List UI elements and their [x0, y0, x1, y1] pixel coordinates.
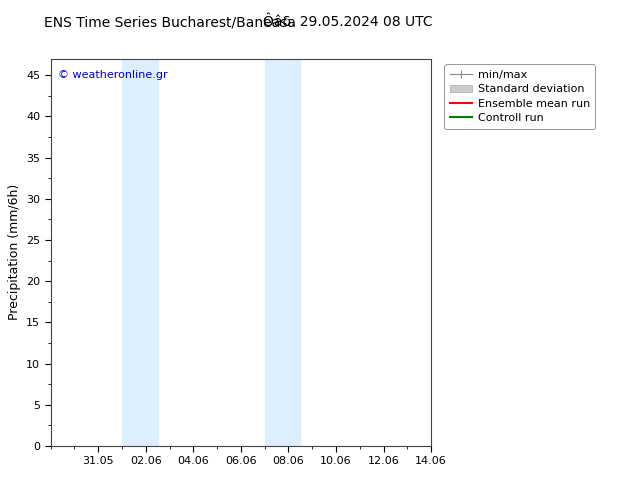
- Y-axis label: Precipitation (mm/6h): Precipitation (mm/6h): [8, 184, 21, 320]
- Text: Ôâδ. 29.05.2024 08 UTC: Ôâδ. 29.05.2024 08 UTC: [262, 15, 432, 29]
- Bar: [122, 59, 158, 446]
- Legend: min/max, Standard deviation, Ensemble mean run, Controll run: min/max, Standard deviation, Ensemble me…: [444, 64, 595, 129]
- Text: © weatheronline.gr: © weatheronline.gr: [58, 71, 168, 80]
- Bar: [265, 59, 301, 446]
- Text: ENS Time Series Bucharest/Baneasa: ENS Time Series Bucharest/Baneasa: [44, 15, 296, 29]
